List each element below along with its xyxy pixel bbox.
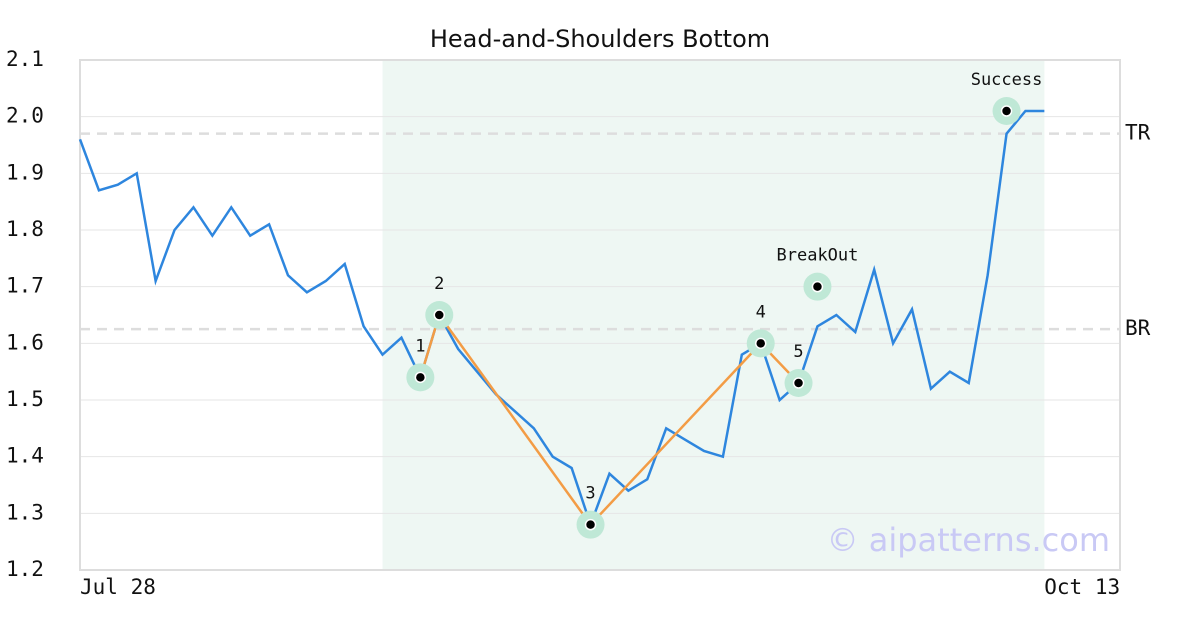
level-label: TR xyxy=(1125,121,1151,145)
point-label: Success xyxy=(971,70,1043,90)
y-tick-label: 1.2 xyxy=(6,557,44,581)
point-label: BreakOut xyxy=(777,246,859,266)
y-tick-label: 2.1 xyxy=(6,47,44,71)
point-label: 5 xyxy=(793,342,803,362)
y-tick-label: 1.7 xyxy=(6,274,44,298)
point-dot xyxy=(792,377,805,389)
y-tick-label: 1.8 xyxy=(6,217,44,241)
point-dot xyxy=(414,371,427,384)
y-tick-label: 1.5 xyxy=(6,387,44,411)
y-tick-label: 1.6 xyxy=(6,330,44,354)
x-tick-label: Jul 28 xyxy=(80,575,156,599)
y-tick-label: 1.3 xyxy=(6,500,44,524)
point-dot xyxy=(433,309,446,321)
y-tick-label: 2.0 xyxy=(6,104,44,128)
level-label: BR xyxy=(1125,316,1151,340)
price-line xyxy=(78,109,1045,529)
chart-title: Head-and-Shoulders Bottom xyxy=(430,25,770,53)
point-label: 1 xyxy=(415,336,425,356)
point-label: 4 xyxy=(756,302,766,322)
plot-frame xyxy=(79,59,1121,571)
point-label: 3 xyxy=(585,484,595,504)
point-dot xyxy=(1000,105,1013,117)
point-label: 2 xyxy=(434,274,444,294)
x-tick-label: Oct 13 xyxy=(1044,575,1120,599)
watermark: © aipatterns.com xyxy=(827,521,1110,559)
point-dot xyxy=(754,337,767,350)
point-dot xyxy=(584,518,597,531)
y-tick-label: 1.4 xyxy=(6,444,44,468)
pattern-region xyxy=(382,60,1045,570)
y-tick-label: 1.9 xyxy=(6,160,44,184)
point-dot xyxy=(811,280,824,293)
